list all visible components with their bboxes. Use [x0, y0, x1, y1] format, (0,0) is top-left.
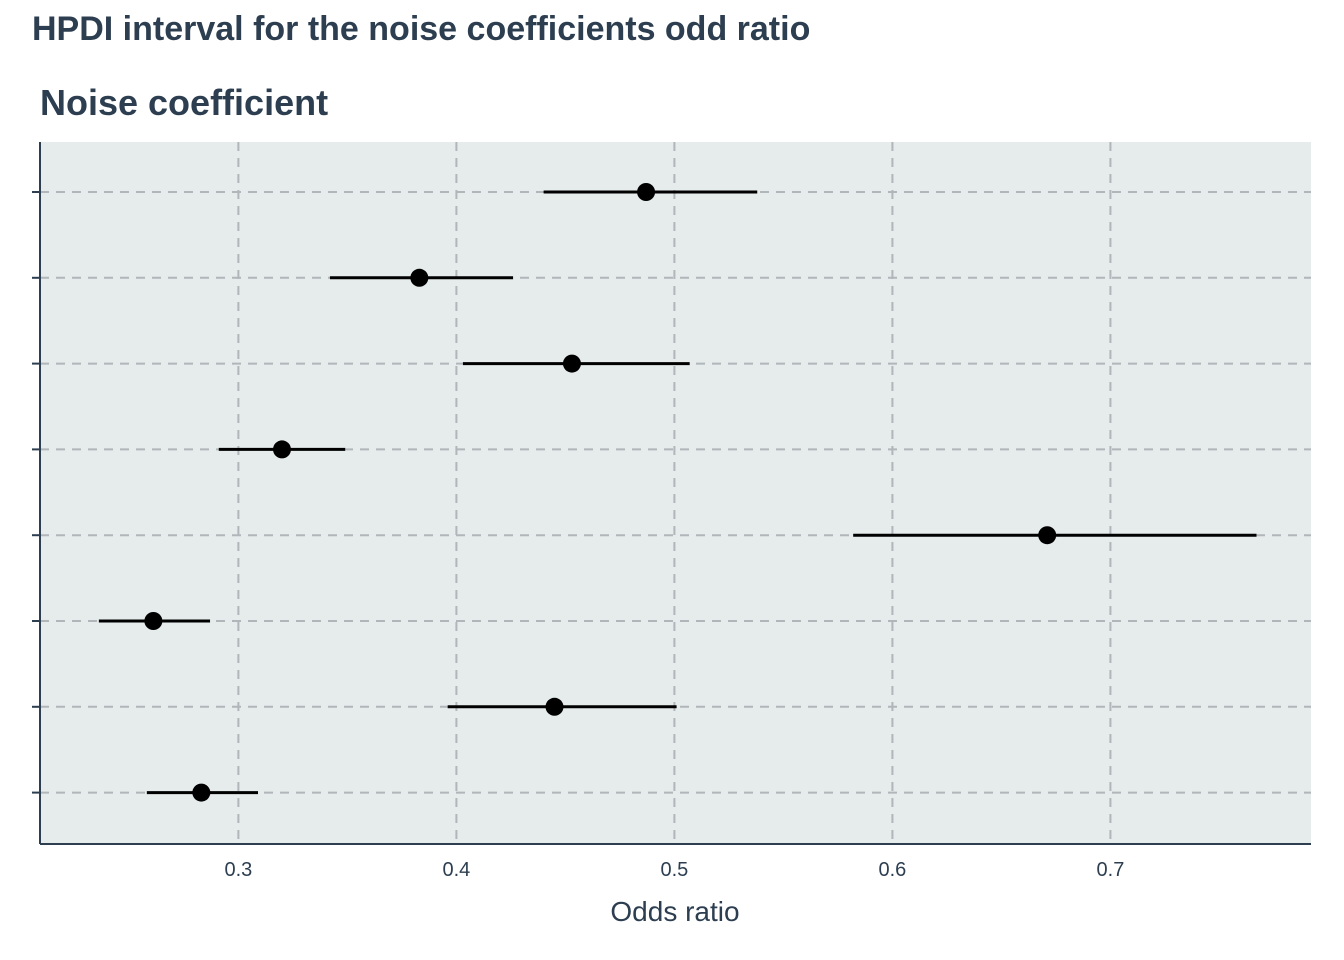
chart-subtitle: Noise coefficient — [40, 82, 329, 123]
estimate-point — [545, 697, 564, 716]
estimate-point — [410, 268, 429, 287]
vertical-gridlines — [237, 142, 1112, 844]
x-tick-label: 0.7 — [1097, 859, 1125, 881]
x-tick-label: 0.4 — [442, 859, 470, 881]
x-tick-label: 0.3 — [224, 859, 252, 881]
chart-title: HPDI interval for the noise coefficients… — [32, 10, 811, 48]
x-tick-label: 0.6 — [879, 859, 907, 881]
estimate-point — [637, 183, 656, 201]
y-axis-ticks — [32, 191, 40, 794]
estimate-point — [562, 354, 581, 373]
estimate-point — [1038, 526, 1057, 545]
estimate-point — [144, 612, 163, 630]
plot-panel — [40, 142, 1311, 844]
estimate-point — [272, 440, 291, 459]
interval-series — [98, 183, 1257, 802]
x-axis-title: Odds ratio — [610, 896, 739, 927]
x-axis-tick-labels: 0.3 0.4 0.5 0.6 0.7 — [224, 859, 1124, 881]
estimate-point — [192, 783, 211, 802]
x-tick-label: 0.5 — [661, 859, 689, 881]
